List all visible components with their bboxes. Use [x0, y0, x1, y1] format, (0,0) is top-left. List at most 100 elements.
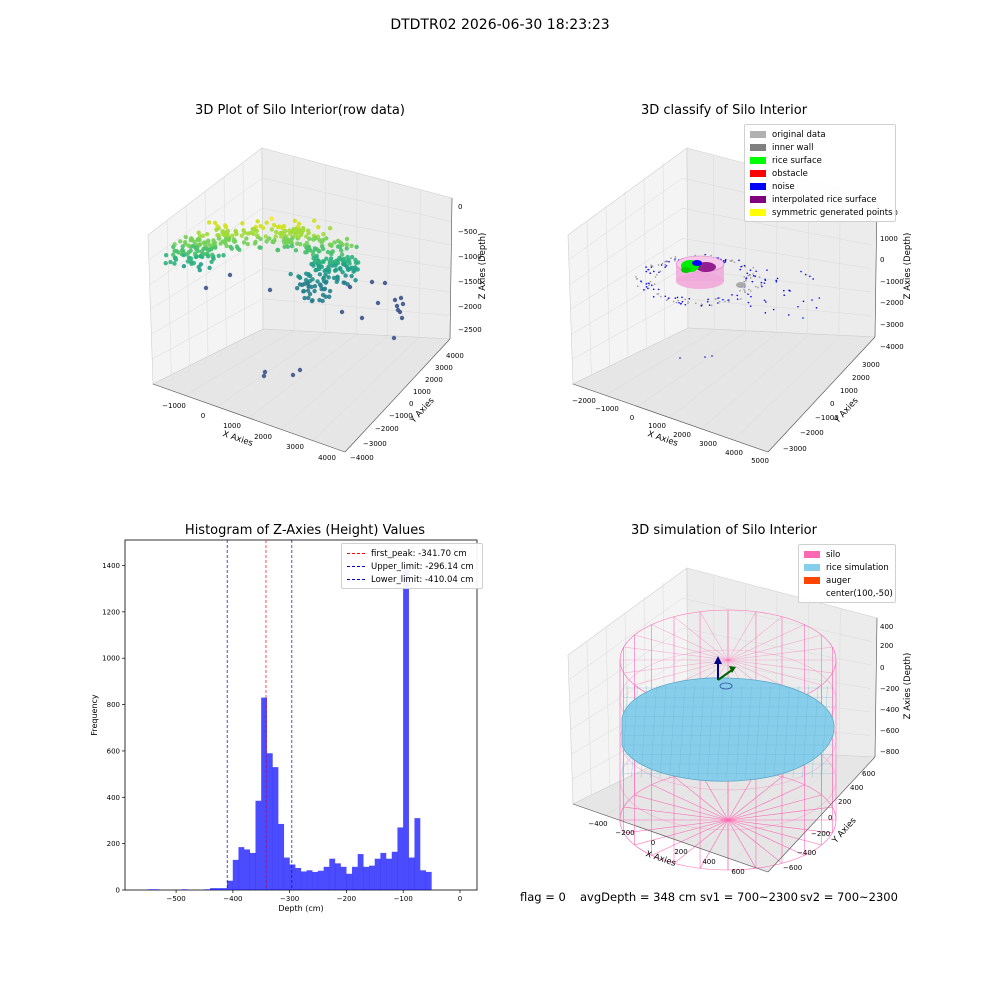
p2-xtick: 5000 — [751, 457, 769, 465]
legend-item-first-peak: first_peak: -341.70 cm — [347, 547, 477, 560]
p2-xtick: 1000 — [648, 422, 666, 430]
p2-ytick: 1000 — [840, 387, 858, 395]
histogram-bar — [153, 889, 160, 890]
histogram-bar — [295, 867, 302, 890]
legend-item-original-data: original data — [750, 128, 890, 141]
p4-ytick: 0 — [828, 814, 832, 822]
histogram-xtick-label: −500 — [166, 895, 185, 903]
panel1-title: 3D Plot of Silo Interior(row data) — [195, 103, 405, 118]
p2-xtick: 0 — [630, 414, 634, 422]
p1-xtick: 2000 — [254, 433, 272, 441]
p1-ztick: −1500 — [458, 278, 482, 286]
p4-ztick: −200 — [880, 685, 899, 693]
p2-ytick: 0 — [830, 400, 834, 408]
p1-ztick: 0 — [458, 203, 462, 211]
histogram-xtick-label: 0 — [458, 895, 462, 903]
legend-item-auger: auger — [804, 574, 890, 587]
histogram-bar — [244, 849, 250, 890]
histogram-bar — [363, 866, 370, 890]
auger-arrows — [714, 656, 736, 690]
legend-item-center: center(100,-50) — [826, 588, 893, 599]
p4-xtick: −200 — [615, 829, 634, 837]
histogram-bar — [391, 851, 398, 890]
legend-item-lower-limit: Lower_limit: -410.04 cm — [347, 573, 477, 586]
p4-zlabel: Z Axies (Depth) — [903, 653, 913, 720]
histogram-bar — [425, 871, 432, 890]
p1-ytick: 4000 — [446, 352, 464, 360]
legend-item-rice-simulation: rice simulation — [804, 561, 890, 574]
histogram-bar — [181, 889, 188, 890]
histogram-bar — [312, 871, 319, 890]
histogram-bar — [266, 753, 273, 890]
legend-item-silo: silo — [804, 548, 890, 561]
p2-ztick: −1000 — [880, 278, 904, 286]
histogram-ytick-label: 1000 — [102, 655, 120, 663]
histogram-bar — [340, 866, 347, 890]
p2-xtick: −2000 — [572, 397, 596, 405]
p2-ztick: 0 — [880, 256, 884, 264]
p2-xtick: 2000 — [673, 431, 691, 439]
panel3-title: Histogram of Z-Axies (Height) Values — [184, 523, 426, 538]
histogram-bar — [408, 857, 415, 890]
histogram-xlabel: Depth (cm) — [278, 904, 323, 913]
histogram-bar — [283, 857, 290, 890]
histogram-bar — [249, 852, 256, 890]
histogram-bar — [204, 889, 211, 890]
p4-ztick: −400 — [880, 706, 899, 714]
p1-ztick: −500 — [458, 228, 477, 236]
p2-ztick: −4000 — [880, 343, 904, 351]
legend-item-upper-limit: Upper_limit: -296.14 cm — [347, 560, 477, 573]
p2-ytick: −1000 — [815, 414, 839, 422]
histogram-ytick-label: 0 — [116, 887, 120, 895]
histogram-bar — [397, 827, 404, 890]
p1-ytick: −1000 — [389, 412, 413, 420]
histogram-bar — [317, 870, 324, 890]
histogram-xtick-label: −100 — [394, 895, 413, 903]
p2-xtick: 4000 — [725, 449, 743, 457]
histogram-bar — [300, 871, 307, 890]
legend-item-inner-wall: inner wall — [750, 141, 890, 154]
p1-ytick: 1000 — [413, 388, 431, 396]
p4-ztick: −800 — [880, 748, 899, 756]
histogram-bar — [357, 854, 364, 890]
histogram-bar — [386, 858, 392, 890]
p1-ytick: −4000 — [350, 454, 374, 462]
p4-xtick: 400 — [702, 858, 715, 866]
legend-item-symmetric: symmetric generated points — [750, 206, 893, 219]
panel2-legend: original data inner wall rice surface ob… — [744, 124, 896, 222]
histogram-bar — [215, 888, 222, 890]
histogram-bar — [380, 852, 387, 890]
histogram-xtick-label: −300 — [280, 895, 299, 903]
histogram-bar — [334, 863, 341, 890]
p1-ytick: 3000 — [435, 364, 453, 372]
p1-ytick: 2000 — [425, 376, 443, 384]
p2-rice-cylinder — [675, 255, 725, 289]
histogram-bar — [323, 866, 330, 890]
histogram-bar — [221, 888, 228, 890]
histogram-bar — [227, 880, 233, 890]
histogram-bar — [420, 870, 426, 890]
p1-ztick: −2000 — [458, 303, 482, 311]
histogram-bar — [414, 818, 421, 890]
histogram-ytick-label: 400 — [107, 794, 120, 802]
histogram-bar — [238, 847, 245, 890]
histogram-legend: first_peak: -341.70 cm Upper_limit: -296… — [341, 543, 483, 589]
p4-ztick: 200 — [880, 642, 893, 650]
p4-ytick: 400 — [850, 784, 863, 792]
histogram-ytick-label: 600 — [107, 747, 120, 755]
histogram-bar — [255, 800, 262, 890]
histogram-bar — [352, 866, 358, 890]
histogram-bar — [210, 888, 216, 890]
p4-ztick: 0 — [880, 664, 884, 672]
p1-ytick: −2000 — [375, 425, 399, 433]
histogram-bar — [272, 767, 279, 890]
histogram-bar — [278, 823, 285, 890]
histogram-ylabel: Frequency — [90, 694, 99, 736]
p1-xtick: −1000 — [162, 402, 186, 410]
p4-ytick: 600 — [862, 770, 875, 778]
p4-ztick: −600 — [880, 727, 899, 735]
footer-sv2: sv2 = 700~2300 — [800, 890, 898, 904]
